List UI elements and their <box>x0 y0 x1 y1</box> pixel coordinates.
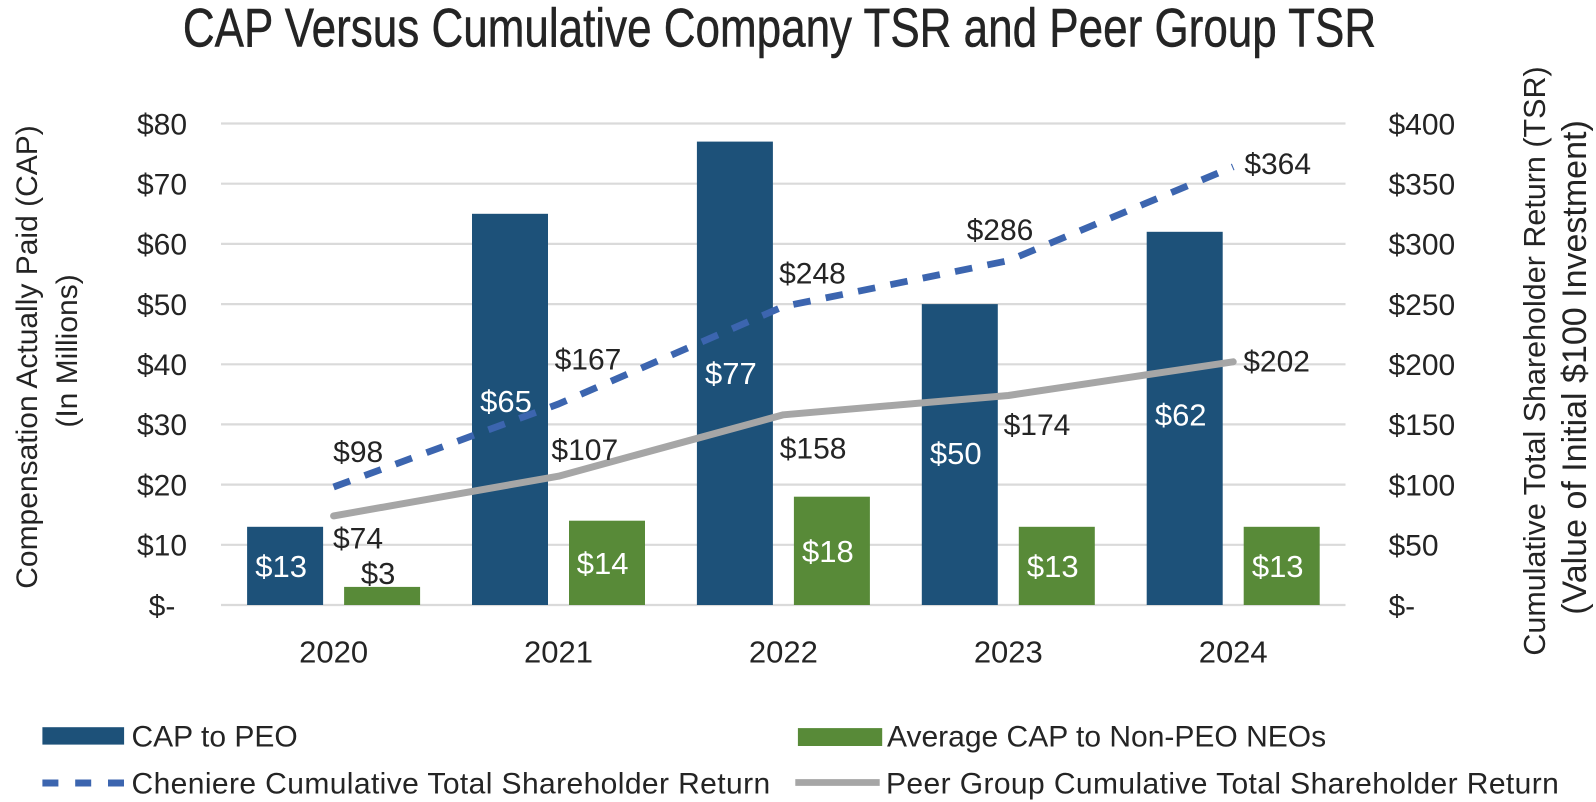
svg-text:(In Millions): (In Millions) <box>51 274 84 427</box>
svg-text:$60: $60 <box>137 229 187 262</box>
svg-text:$200: $200 <box>1389 349 1456 382</box>
svg-text:$13: $13 <box>1252 549 1304 584</box>
svg-text:$13: $13 <box>1027 549 1079 584</box>
svg-text:Peer Group Cumulative Total Sh: Peer Group Cumulative Total Shareholder … <box>886 768 1559 801</box>
svg-text:2023: 2023 <box>974 634 1043 669</box>
svg-text:$300: $300 <box>1389 229 1456 262</box>
svg-text:Cumulative Total Shareholder R: Cumulative Total Shareholder Return (TSR… <box>1518 66 1552 655</box>
svg-text:$62: $62 <box>1155 398 1207 433</box>
svg-text:$202: $202 <box>1243 346 1310 379</box>
svg-text:$50: $50 <box>1389 530 1439 563</box>
svg-text:Average CAP to Non-PEO NEOs: Average CAP to Non-PEO NEOs <box>887 721 1326 754</box>
svg-text:$18: $18 <box>802 534 854 569</box>
svg-text:$65: $65 <box>480 384 532 419</box>
svg-text:2020: 2020 <box>299 634 368 669</box>
svg-text:$14: $14 <box>577 546 629 581</box>
svg-text:$364: $364 <box>1244 148 1311 181</box>
svg-text:$248: $248 <box>779 258 846 291</box>
svg-text:CAP Versus Cumulative Company: CAP Versus Cumulative Company TSR and Pe… <box>183 0 1376 58</box>
svg-text:$107: $107 <box>551 434 618 467</box>
svg-text:$74: $74 <box>333 523 383 556</box>
svg-text:(Value of Initial $100 Investm: (Value of Initial $100 Investment) <box>1556 120 1594 615</box>
svg-text:$13: $13 <box>255 549 307 584</box>
svg-text:$167: $167 <box>555 344 622 377</box>
svg-text:$286: $286 <box>967 214 1034 247</box>
svg-text:$150: $150 <box>1389 409 1456 442</box>
svg-text:2021: 2021 <box>524 634 593 669</box>
svg-text:$50: $50 <box>930 436 982 471</box>
svg-text:$-: $- <box>149 590 176 623</box>
svg-text:$-: $- <box>1389 590 1416 623</box>
svg-text:$50: $50 <box>137 289 187 322</box>
svg-text:$174: $174 <box>1004 409 1071 442</box>
svg-text:$77: $77 <box>705 356 757 391</box>
svg-text:$250: $250 <box>1389 289 1456 322</box>
svg-text:$350: $350 <box>1389 169 1456 202</box>
svg-text:$98: $98 <box>333 436 383 469</box>
svg-text:$30: $30 <box>137 409 187 442</box>
svg-text:2022: 2022 <box>749 634 818 669</box>
svg-text:$100: $100 <box>1389 469 1456 502</box>
svg-text:$70: $70 <box>137 169 187 202</box>
svg-text:$20: $20 <box>137 469 187 502</box>
svg-text:2024: 2024 <box>1199 634 1268 669</box>
svg-text:$40: $40 <box>137 349 187 382</box>
svg-text:$10: $10 <box>137 530 187 563</box>
svg-text:$3: $3 <box>361 556 395 591</box>
svg-text:Compensation Actually Paid (CA: Compensation Actually Paid (CAP) <box>11 125 44 589</box>
svg-text:$400: $400 <box>1389 108 1456 141</box>
svg-text:CAP to PEO: CAP to PEO <box>132 721 298 754</box>
svg-text:$158: $158 <box>780 433 847 466</box>
svg-text:$80: $80 <box>137 108 187 141</box>
svg-text:Cheniere Cumulative Total Shar: Cheniere Cumulative Total Shareholder Re… <box>132 768 771 801</box>
